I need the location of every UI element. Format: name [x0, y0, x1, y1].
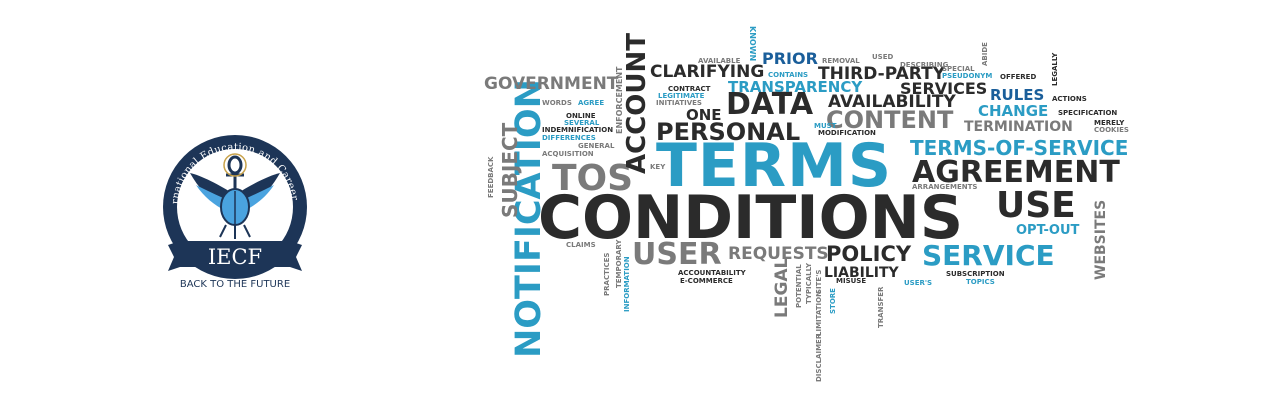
- word-feedback: FEEDBACK: [487, 156, 495, 198]
- logo-tagline: BACK TO THE FUTURE: [180, 279, 290, 290]
- word-legitimate: LEGITIMATE: [658, 92, 705, 100]
- word-opt-out: OPT-OUT: [1016, 223, 1080, 238]
- word-user: USER: [632, 237, 722, 272]
- word-store: STORE: [829, 288, 837, 314]
- word-legally: LEGALLY: [1051, 52, 1059, 86]
- word-several: SEVERAL: [564, 119, 600, 127]
- word-describing: DESCRIBING: [900, 61, 949, 69]
- word-subject: SUBJECT: [498, 122, 522, 218]
- word-contract: CONTRACT: [668, 85, 711, 93]
- logo-acronym: IECF: [208, 245, 262, 269]
- word-data: DATA: [726, 87, 814, 122]
- word-merely: MERELY: [1094, 119, 1125, 127]
- word-must: MUST: [814, 122, 837, 130]
- word-legal: LEGAL: [772, 257, 792, 318]
- word-information: INFORMATION: [623, 256, 631, 312]
- word-e-commerce: E-COMMERCE: [680, 277, 733, 285]
- word-agreement: AGREEMENT: [912, 155, 1120, 190]
- word-services: SERVICES: [900, 79, 988, 98]
- word-enforcement: ENFORCEMENT: [615, 66, 624, 135]
- word-availability: AVAILABILITY: [828, 92, 956, 112]
- word-clarifying: CLARIFYING: [650, 62, 765, 82]
- word-tos: TOS: [552, 158, 634, 199]
- word-temporary: TEMPORARY: [615, 239, 623, 289]
- word-liability: LIABILITY: [824, 265, 899, 281]
- word-conditions: CONDITIONS: [538, 183, 964, 253]
- word-claims: CLAIMS: [566, 241, 596, 249]
- word-one: ONE: [686, 106, 722, 124]
- word-rules: RULES: [990, 86, 1045, 104]
- word-potential: POTENTIAL: [795, 264, 803, 308]
- word-use: USE: [996, 185, 1076, 226]
- word-transfer: TRANSFER: [877, 286, 885, 328]
- word-arrangements: ARRANGEMENTS: [912, 183, 978, 191]
- word-termination: TERMINATION: [964, 119, 1073, 135]
- word-differences: DIFFERENCES: [542, 134, 596, 142]
- word-users: USER'S: [904, 279, 933, 287]
- iecf-emblem: International Education and Career Fair …: [147, 107, 307, 290]
- word-terms: TERMS: [656, 131, 893, 201]
- word-government: GOVERNMENT: [484, 74, 619, 94]
- word-change: CHANGE: [978, 102, 1049, 120]
- word-transparency: TRANSPARENCY: [728, 78, 863, 96]
- word-special: SPECIAL: [942, 65, 975, 73]
- word-limitation: LIMITATION: [815, 291, 823, 336]
- iecf-logo: International Education and Career Fair …: [147, 107, 320, 300]
- word-offered: OFFERED: [1000, 73, 1037, 81]
- word-websites: WEBSITES: [1093, 199, 1109, 280]
- word-online: ONLINE: [566, 112, 596, 120]
- word-initiatives: INITIATIVES: [656, 99, 702, 107]
- word-pseudonym: PSEUDONYM: [942, 72, 993, 80]
- word-words: WORDS: [542, 99, 572, 107]
- word-agree: AGREE: [578, 99, 605, 107]
- word-key: KEY: [650, 163, 666, 171]
- word-content: CONTENT: [826, 106, 954, 134]
- word-general: GENERAL: [578, 142, 615, 150]
- word-abide: ABIDE: [981, 42, 989, 66]
- terms-word-cloud: TERMS CONDITIONS TOS NOTIFICATION ACCOUN…: [480, 18, 1200, 382]
- word-notification: NOTIFICATION: [509, 79, 549, 358]
- word-account: ACCOUNT: [622, 33, 652, 174]
- word-typically: TYPICALLY: [805, 262, 813, 304]
- word-practices: PRACTICES: [603, 252, 611, 296]
- word-used: USED: [872, 53, 894, 61]
- word-requests: REQUESTS: [728, 244, 829, 264]
- word-modification: MODIFICATION: [818, 129, 876, 137]
- word-misuse: MISUSE: [836, 277, 867, 285]
- word-known: KNOWN: [748, 26, 757, 62]
- word-contains: CONTAINS: [768, 71, 809, 79]
- word-actions: ACTIONS: [1052, 95, 1087, 103]
- word-terms-of-service: TERMS-OF-SERVICE: [910, 136, 1129, 160]
- word-indemnification: INDEMNIFICATION: [542, 126, 614, 134]
- word-prior: PRIOR: [762, 49, 818, 68]
- word-specification: SPECIFICATION: [1058, 109, 1118, 117]
- word-service: SERVICE: [922, 239, 1055, 272]
- word-accountability: ACCOUNTABILITY: [678, 269, 746, 277]
- word-subscription: SUBSCRIPTION: [946, 270, 1005, 278]
- word-disclaimer: DISCLAIMER: [815, 333, 823, 382]
- word-topics: TOPICS: [966, 278, 995, 286]
- word-cookies: COOKIES: [1094, 126, 1129, 134]
- word-personal: PERSONAL: [656, 118, 801, 146]
- word-third-party: THIRD-PARTY: [818, 64, 946, 84]
- word-policy: POLICY: [826, 242, 912, 266]
- word-acquisition: ACQUISITION: [542, 150, 594, 158]
- word-removal: REMOVAL: [822, 57, 860, 65]
- word-available: AVAILABLE: [698, 57, 741, 65]
